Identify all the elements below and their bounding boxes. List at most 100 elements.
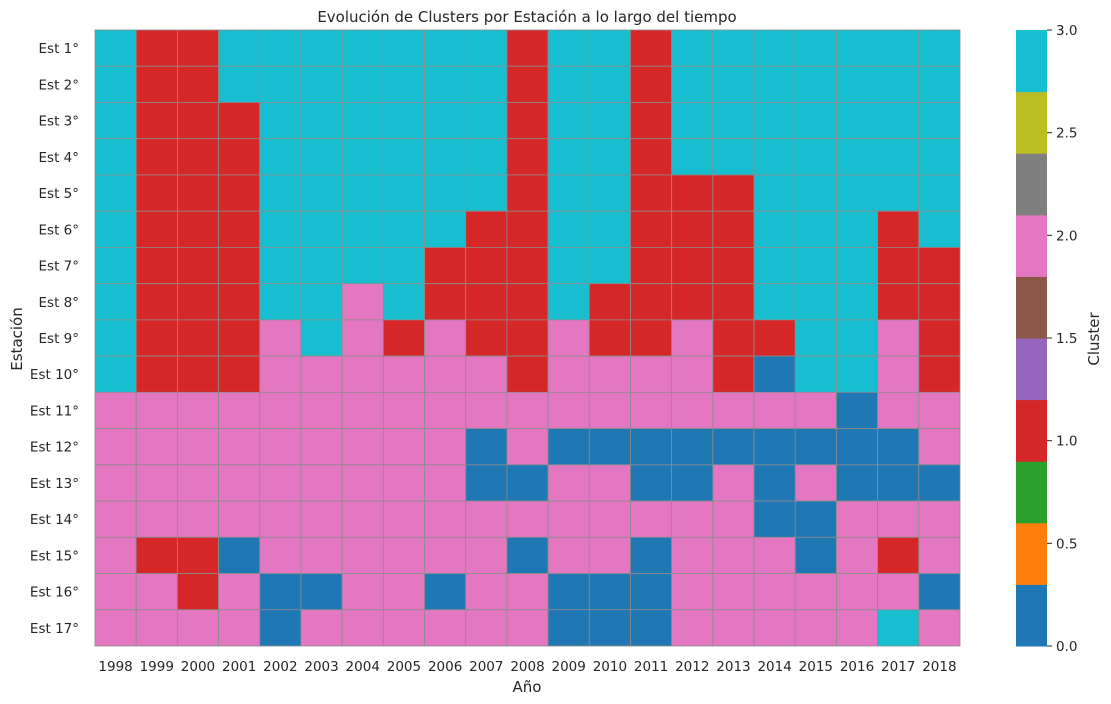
heatmap-cell (753, 355, 796, 393)
heatmap-cell (877, 609, 920, 647)
heatmap-cell (918, 210, 961, 248)
heatmap-cell (341, 536, 384, 574)
heatmap-cell (506, 138, 549, 176)
heatmap-cell (588, 609, 631, 647)
heatmap-cell (877, 428, 920, 466)
heatmap-cell (300, 210, 343, 248)
heatmap-cell (794, 500, 837, 538)
heatmap-cell (300, 283, 343, 321)
heatmap-cell (630, 464, 673, 502)
heatmap-cell (424, 536, 467, 574)
heatmap-cell (588, 428, 631, 466)
colorbar-segment (1016, 276, 1047, 339)
heatmap-cell (94, 355, 137, 393)
heatmap-cell (465, 247, 508, 285)
heatmap-cell (712, 174, 755, 212)
heatmap-cell (382, 464, 425, 502)
heatmap-cell (259, 609, 302, 647)
heatmap-cell (382, 247, 425, 285)
heatmap-cell (877, 500, 920, 538)
heatmap-cell (465, 319, 508, 357)
heatmap-cell (259, 536, 302, 574)
heatmap-cell (176, 174, 219, 212)
heatmap-cell (300, 573, 343, 611)
heatmap-cell (918, 138, 961, 176)
heatmap-cell (547, 138, 590, 176)
heatmap-cell (94, 102, 137, 140)
heatmap-cell (218, 247, 261, 285)
heatmap-cell (712, 536, 755, 574)
x-tick-label: 2003 (304, 659, 338, 675)
heatmap-cell (918, 500, 961, 538)
heatmap-cell (753, 210, 796, 248)
heatmap-cell (836, 283, 879, 321)
heatmap-cell (877, 573, 920, 611)
heatmap-cell (465, 428, 508, 466)
heatmap-cell (300, 102, 343, 140)
heatmap-cell (94, 174, 137, 212)
heatmap-cell (94, 210, 137, 248)
heatmap-cell (341, 464, 384, 502)
heatmap-cell (877, 283, 920, 321)
heatmap-cell (547, 65, 590, 103)
heatmap-cell (176, 391, 219, 429)
heatmap-cell (588, 174, 631, 212)
heatmap-cell (424, 138, 467, 176)
heatmap-cell (465, 65, 508, 103)
heatmap-cell (630, 573, 673, 611)
heatmap-cell (341, 174, 384, 212)
heatmap-cell (135, 319, 178, 357)
heatmap-cell (877, 319, 920, 357)
heatmap-cell (918, 355, 961, 393)
colorbar-tick-label: 2.0 (1056, 228, 1077, 244)
heatmap-cell (259, 174, 302, 212)
x-axis-title: Año (513, 678, 542, 696)
heatmap-cell (382, 210, 425, 248)
heatmap-cell (341, 428, 384, 466)
colorbar-segment (1016, 522, 1047, 585)
heatmap-cell (794, 65, 837, 103)
heatmap-cell (671, 391, 714, 429)
x-tick-label: 2010 (593, 659, 627, 675)
heatmap-cell (794, 464, 837, 502)
heatmap-cell (218, 500, 261, 538)
x-tick-label: 2014 (757, 659, 791, 675)
heatmap-cell (588, 500, 631, 538)
heatmap-cell (836, 536, 879, 574)
heatmap-cell (753, 500, 796, 538)
heatmap-cell (630, 210, 673, 248)
heatmap-cell (176, 428, 219, 466)
heatmap-cell (794, 174, 837, 212)
heatmap-cell (341, 247, 384, 285)
heatmap-cell (836, 573, 879, 611)
heatmap-cell (506, 210, 549, 248)
colorbar-tick-label: 3.0 (1056, 23, 1077, 39)
colorbar-segment (1016, 338, 1047, 401)
heatmap-cell (753, 65, 796, 103)
y-tick-label: Est 7° (39, 259, 80, 275)
heatmap-cell (712, 210, 755, 248)
heatmap-cell (630, 391, 673, 429)
y-tick-label: Est 17° (30, 621, 79, 637)
heatmap-cell (506, 464, 549, 502)
heatmap-cell (712, 609, 755, 647)
heatmap-cell (671, 428, 714, 466)
heatmap-cell (424, 29, 467, 67)
heatmap-cell (588, 138, 631, 176)
y-tick-label: Est 9° (39, 331, 80, 347)
heatmap-cell (588, 102, 631, 140)
heatmap-cell (259, 210, 302, 248)
x-tick-label: 2004 (346, 659, 380, 675)
heatmap-cell (135, 391, 178, 429)
colorbar-tick-label: 0.0 (1056, 639, 1077, 655)
heatmap-cell (341, 65, 384, 103)
heatmap-cell (794, 283, 837, 321)
heatmap-cell (465, 283, 508, 321)
heatmap-cell (588, 319, 631, 357)
heatmap-cell (588, 210, 631, 248)
heatmap-cell (506, 102, 549, 140)
heatmap-cell (588, 573, 631, 611)
heatmap-cell (547, 500, 590, 538)
heatmap-cell (465, 609, 508, 647)
heatmap-cell (547, 29, 590, 67)
